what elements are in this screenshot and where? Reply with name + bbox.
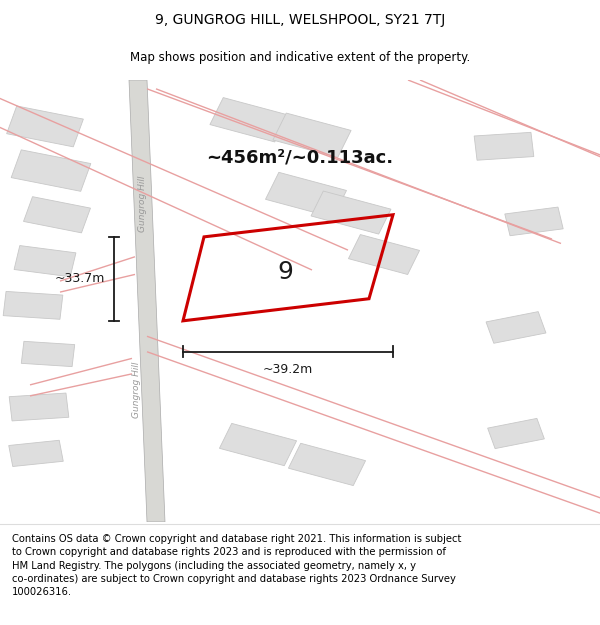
Polygon shape <box>220 423 296 466</box>
Text: Gungrog Hill: Gungrog Hill <box>133 361 142 418</box>
Polygon shape <box>311 191 391 234</box>
Polygon shape <box>210 98 288 142</box>
Polygon shape <box>7 106 83 147</box>
Polygon shape <box>289 443 365 486</box>
Polygon shape <box>488 418 544 449</box>
Text: Contains OS data © Crown copyright and database right 2021. This information is : Contains OS data © Crown copyright and d… <box>12 534 461 597</box>
Text: 9, GUNGROG HILL, WELSHPOOL, SY21 7TJ: 9, GUNGROG HILL, WELSHPOOL, SY21 7TJ <box>155 13 445 27</box>
Polygon shape <box>9 440 63 466</box>
Polygon shape <box>14 246 76 277</box>
Polygon shape <box>129 80 165 522</box>
Polygon shape <box>505 207 563 236</box>
Polygon shape <box>474 132 534 160</box>
Text: Map shows position and indicative extent of the property.: Map shows position and indicative extent… <box>130 51 470 64</box>
Polygon shape <box>266 173 346 218</box>
Polygon shape <box>3 291 63 319</box>
Polygon shape <box>21 341 75 367</box>
Polygon shape <box>273 113 351 158</box>
Polygon shape <box>486 312 546 343</box>
Polygon shape <box>349 234 419 274</box>
Text: ~39.2m: ~39.2m <box>263 362 313 376</box>
Text: ~33.7m: ~33.7m <box>55 272 105 286</box>
Polygon shape <box>9 393 69 421</box>
Text: 9: 9 <box>277 260 293 284</box>
Text: Gungrog Hill: Gungrog Hill <box>138 176 148 232</box>
Polygon shape <box>11 150 91 191</box>
Text: ~456m²/~0.113ac.: ~456m²/~0.113ac. <box>206 148 394 166</box>
Polygon shape <box>23 197 91 233</box>
